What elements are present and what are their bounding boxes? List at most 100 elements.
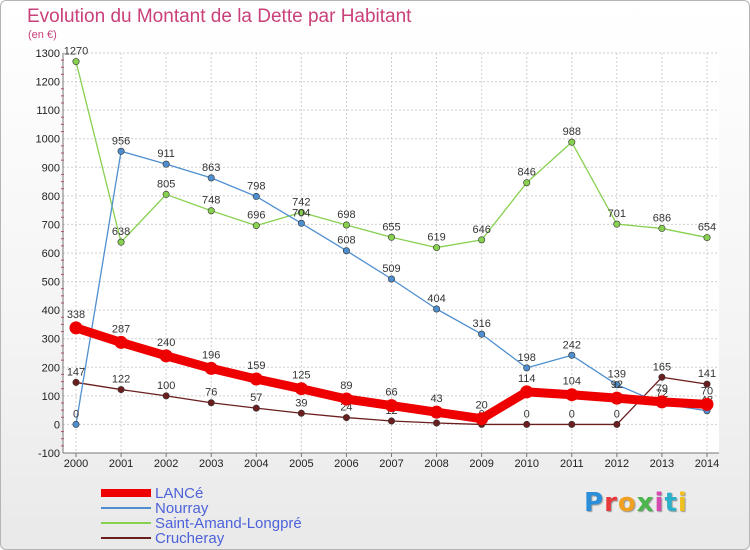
data-label-saint-amand-longpre: 1270 [64, 46, 88, 58]
x-tick-label: 2009 [469, 458, 493, 470]
data-label-lance: 159 [247, 360, 265, 372]
data-label-saint-amand-longpre: 686 [653, 212, 671, 224]
data-point-saint-amand-longpre [703, 234, 711, 242]
data-label-saint-amand-longpre: 698 [337, 209, 355, 221]
data-label-lance: 287 [112, 323, 130, 335]
data-point-crucheray [703, 380, 711, 388]
proxiti-logo: Proxiti [584, 488, 688, 518]
data-label-nourray: 863 [202, 162, 220, 174]
data-label-lance: 196 [202, 349, 220, 361]
x-tick-label: 2007 [379, 458, 403, 470]
x-tick-label: 2011 [560, 458, 584, 470]
data-point-nourray [72, 420, 80, 428]
chart-title: Evolution du Montant de la Dette par Hab… [27, 6, 412, 27]
data-point-crucheray [387, 417, 395, 425]
data-point-nourray [478, 330, 486, 338]
legend-label-saint-amand-longpre: Saint-Amand-Longpré [155, 515, 302, 532]
data-label-crucheray: 39 [295, 397, 307, 409]
logo-letter: i [677, 488, 688, 518]
data-point-crucheray [117, 386, 125, 394]
y-tick-label: 1300 [36, 48, 60, 60]
data-label-lance: 114 [518, 373, 536, 385]
data-point-lance [69, 321, 83, 335]
y-tick-label: 300 [42, 334, 60, 346]
series-crucheray: 147122100765739241250000165141 [67, 361, 716, 428]
data-label-lance: 89 [340, 380, 352, 392]
data-point-lance [114, 335, 128, 349]
y-tick-label: 600 [42, 248, 60, 260]
y-tick-label: 0 [54, 419, 60, 431]
data-point-crucheray [297, 409, 305, 417]
data-point-nourray [433, 305, 441, 313]
y-tick-label: 500 [42, 277, 60, 289]
data-point-nourray [252, 192, 260, 200]
legend-label-nourray: Nourray [155, 500, 209, 517]
data-label-crucheray: 0 [524, 408, 530, 420]
data-point-lance [520, 385, 534, 399]
data-label-crucheray: 147 [67, 366, 85, 378]
data-point-saint-amand-longpre [478, 236, 486, 244]
y-tick-label: 1000 [36, 134, 60, 146]
logo-letter: o [617, 488, 637, 518]
data-label-nourray: 198 [518, 352, 536, 364]
x-tick-label: 2013 [650, 458, 674, 470]
data-point-crucheray [207, 399, 215, 407]
data-label-crucheray: 57 [250, 392, 262, 404]
data-label-nourray: 956 [112, 135, 130, 147]
data-point-saint-amand-longpre [162, 190, 170, 198]
data-label-nourray: 242 [563, 339, 581, 351]
data-point-lance [655, 395, 669, 409]
data-point-nourray [342, 247, 350, 255]
data-label-saint-amand-longpre: 701 [608, 208, 626, 220]
data-label-saint-amand-longpre: 619 [427, 232, 445, 244]
x-tick-label: 2002 [154, 458, 178, 470]
data-label-lance: 43 [430, 393, 442, 405]
data-label-nourray: 0 [73, 408, 79, 420]
x-tick-label: 2000 [64, 458, 88, 470]
data-point-lance [475, 412, 489, 426]
data-label-saint-amand-longpre: 805 [157, 178, 175, 190]
data-label-lance: 66 [385, 387, 397, 399]
data-label-saint-amand-longpre: 638 [112, 226, 130, 238]
y-tick-label: 800 [42, 191, 60, 203]
data-label-nourray: 139 [608, 369, 626, 381]
data-label-saint-amand-longpre: 654 [698, 222, 716, 234]
logo-letter: x [636, 488, 655, 518]
data-label-saint-amand-longpre: 655 [382, 221, 400, 233]
data-label-nourray: 911 [157, 148, 175, 160]
data-label-lance: 20 [476, 400, 488, 412]
y-tick-label: 900 [42, 162, 60, 174]
y-tick-label: 1200 [36, 77, 60, 89]
data-label-nourray: 608 [337, 235, 355, 247]
data-point-nourray [117, 147, 125, 155]
data-point-lance [700, 397, 714, 411]
logo-letter: t [664, 488, 678, 518]
data-label-crucheray: 100 [157, 380, 175, 392]
data-point-crucheray [162, 392, 170, 400]
data-point-saint-amand-longpre [207, 207, 215, 215]
series-nourray: 0956911863798704608509404316198242139724… [72, 135, 713, 428]
data-point-saint-amand-longpre [613, 220, 621, 228]
data-point-saint-amand-longpre [72, 58, 80, 66]
logo-letter: P [584, 488, 605, 518]
data-point-lance [610, 391, 624, 405]
data-label-lance: 70 [701, 385, 713, 397]
data-point-lance [385, 399, 398, 413]
data-label-nourray: 509 [382, 263, 400, 275]
data-point-nourray [162, 160, 170, 168]
y-tick-label: 400 [42, 305, 60, 317]
data-label-nourray: 704 [292, 207, 310, 219]
series-lance: 338 287 240 196 159 125 89 66 43 20 114 104 92 79 70 [67, 309, 714, 426]
data-label-lance: 79 [656, 383, 668, 395]
data-point-lance [430, 405, 444, 419]
data-point-saint-amand-longpre [252, 222, 260, 230]
x-tick-label: 2012 [605, 458, 629, 470]
data-label-crucheray: 0 [614, 408, 620, 420]
x-tick-label: 2004 [244, 458, 268, 470]
data-label-lance: 92 [611, 379, 623, 391]
logo-letter: i [654, 488, 665, 518]
data-label-crucheray: 76 [205, 387, 217, 399]
x-tick-label: 2001 [109, 458, 133, 470]
data-label-crucheray: 165 [653, 361, 671, 373]
